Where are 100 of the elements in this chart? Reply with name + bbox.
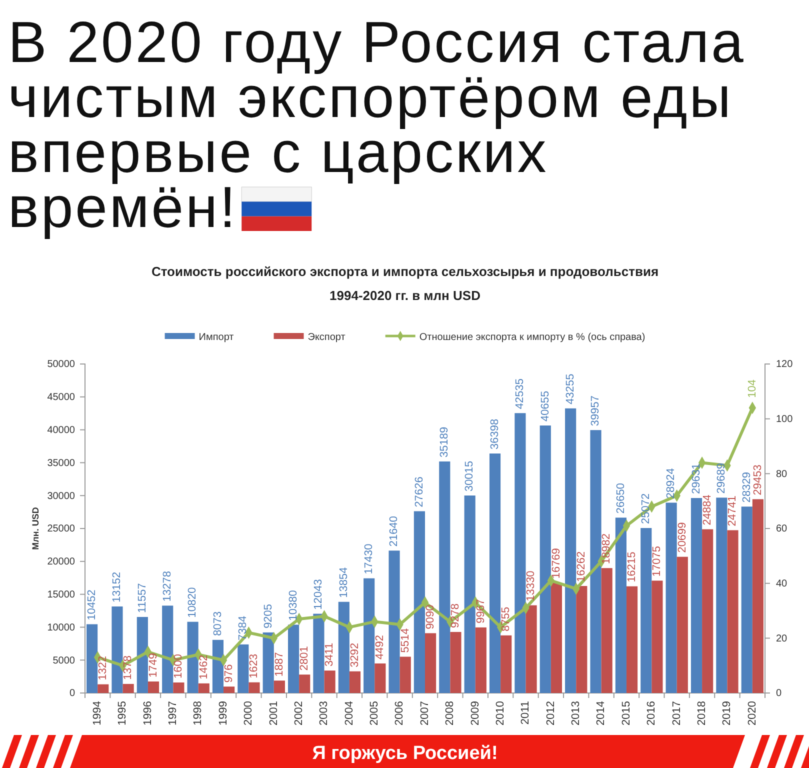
data-label: 39957 — [590, 395, 602, 426]
bar — [540, 425, 551, 693]
data-label: 4492 — [374, 634, 386, 660]
y-axis-title: Млн. USD — [30, 506, 40, 550]
bar — [666, 502, 677, 693]
data-label: 29689 — [716, 463, 728, 494]
y2-tick-label: 80 — [776, 468, 788, 480]
data-label: 1322 — [97, 656, 110, 680]
bar — [550, 582, 562, 693]
bar — [400, 656, 411, 693]
y-tick-label: 20000 — [47, 556, 76, 568]
bar — [690, 498, 702, 693]
data-label: 13854 — [338, 567, 350, 598]
bar — [187, 622, 198, 693]
bar — [500, 635, 512, 693]
bar — [288, 624, 300, 693]
bar — [388, 550, 400, 693]
y-tick-label: 35000 — [47, 458, 76, 469]
chart-subtitle: Стоимость российского экспорта и импорта сельхозсырья и продовольствия 1994-2020 гг. в млн USD — [151, 264, 659, 303]
bar — [173, 682, 184, 693]
x-tick-label: 2019 — [721, 701, 734, 726]
bar — [349, 671, 361, 693]
bar — [702, 529, 714, 693]
bar — [338, 602, 350, 693]
bar — [98, 684, 109, 693]
y2-tick-label: 20 — [776, 633, 788, 644]
data-label: 10452 — [86, 590, 98, 620]
bar — [148, 681, 160, 693]
y-tick-label: 50000 — [47, 359, 76, 370]
x-tick-label: 2010 — [494, 701, 506, 726]
data-label: 17430 — [362, 544, 375, 574]
data-label: 16262 — [576, 551, 588, 582]
text: Я горжусь Россией! — [312, 743, 498, 764]
bar — [112, 606, 123, 693]
data-label: 10380 — [287, 590, 300, 621]
data-label: 21640 — [388, 516, 400, 547]
y-tick-label: 15000 — [47, 590, 76, 600]
bar — [601, 568, 612, 693]
bar — [626, 586, 638, 693]
x-tick-label: 1994 — [92, 701, 104, 726]
bar — [374, 663, 386, 693]
bar — [526, 605, 537, 693]
data-label: 18982 — [600, 534, 613, 564]
legend-label: Отношение экспорта к импорту в % (ось справа) — [419, 332, 646, 343]
data-label: 1600 — [172, 654, 185, 678]
y2-tick-label: 60 — [776, 524, 788, 535]
bar — [576, 586, 588, 693]
bar — [198, 683, 210, 693]
legend-label: Экспорт — [308, 332, 346, 343]
data-label: 20699 — [676, 522, 688, 553]
data-label: 28329 — [740, 472, 753, 503]
x-tick-label: 1996 — [142, 701, 154, 726]
bar — [262, 632, 274, 693]
data-label: 40655 — [539, 390, 552, 422]
y-tick-label: 5000 — [52, 655, 76, 666]
x-tick-label: 2002 — [292, 701, 305, 726]
data-label: 1623 — [248, 654, 260, 678]
y2-tick-label: 100 — [776, 414, 794, 426]
data-label: 42535 — [514, 378, 526, 410]
bar — [676, 556, 688, 693]
x-tick-label: 2001 — [268, 701, 280, 726]
data-label: 29453 — [752, 464, 764, 496]
legend-label: Импорт — [198, 332, 234, 343]
data-label: 36398 — [488, 418, 501, 450]
data-label: 35189 — [438, 426, 451, 458]
bar — [299, 674, 310, 693]
x-tick-label: 2016 — [646, 701, 658, 726]
data-label: 9278 — [450, 603, 462, 628]
data-label: 24741 — [726, 496, 739, 526]
data-label: 28924 — [665, 468, 678, 499]
y2-tick-label: 40 — [776, 578, 788, 590]
x-tick-label: 2000 — [242, 701, 255, 726]
data-label: 1462 — [198, 654, 210, 680]
data-label: 1378 — [122, 655, 134, 680]
x-tick-label: 2006 — [394, 701, 406, 726]
bar — [224, 686, 235, 693]
x-tick-label: 2008 — [444, 701, 456, 726]
y2-tick-label: 0 — [776, 688, 782, 700]
bar — [565, 408, 576, 693]
y-tick-label: 45000 — [47, 392, 76, 404]
data-label: 5514 — [399, 628, 412, 653]
x-tick-label: 2004 — [343, 701, 356, 726]
x-tick-label: 2003 — [318, 701, 330, 726]
data-label: 9967 — [474, 598, 487, 624]
data-label: 2801 — [298, 646, 311, 671]
bar — [324, 670, 336, 693]
data-label: 16769 — [550, 548, 562, 579]
bar — [590, 430, 602, 693]
bar — [450, 632, 462, 693]
x-tick-label: 2007 — [418, 701, 431, 726]
data-label: 3292 — [348, 642, 361, 668]
bar — [122, 684, 134, 693]
data-label: 24884 — [701, 494, 714, 526]
data-label: 13152 — [111, 572, 124, 602]
bar — [136, 616, 148, 693]
data-label: 7384 — [237, 616, 250, 640]
y-tick-label: 40000 — [47, 425, 76, 436]
bar — [640, 528, 652, 693]
data-label: 104 — [746, 380, 758, 398]
data-label: 976 — [222, 664, 235, 683]
